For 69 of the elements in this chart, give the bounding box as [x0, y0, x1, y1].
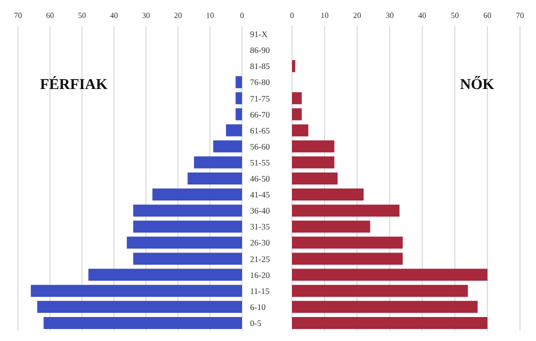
x-tick-label: 30 — [386, 11, 394, 20]
bar — [292, 172, 338, 184]
bar — [292, 284, 468, 297]
bar — [292, 300, 478, 313]
bar — [133, 252, 242, 265]
y-tick-label: 0-5 — [250, 318, 262, 328]
x-tick-label: 60 — [483, 11, 492, 20]
bar — [236, 76, 242, 88]
bar — [126, 236, 242, 249]
x-tick-label: 40 — [418, 11, 426, 20]
bar — [292, 108, 302, 120]
x-tick-label: 10 — [320, 11, 329, 20]
bar — [292, 220, 370, 233]
bar — [226, 124, 242, 136]
y-tick-label: 36-40 — [250, 206, 270, 216]
bar — [292, 140, 334, 152]
y-tick-label: 86-90 — [250, 45, 270, 56]
bar — [133, 204, 242, 217]
bar — [292, 124, 308, 136]
bar — [236, 108, 242, 120]
annotation: NŐK — [460, 77, 494, 94]
y-tick-label: 16-20 — [250, 270, 270, 280]
y-tick-label: 66-70 — [250, 109, 270, 120]
y-tick-label: 41-45 — [250, 190, 270, 200]
x-tick-label: 60 — [46, 11, 54, 20]
y-tick-label: 46-50 — [250, 174, 270, 184]
x-tick-label: 40 — [110, 11, 118, 20]
y-tick-label: 61-65 — [250, 125, 270, 136]
y-tick-label: 11-15 — [250, 286, 270, 296]
bar — [292, 236, 403, 249]
y-tick-label: 31-35 — [250, 222, 270, 232]
x-tick-label: 0 — [290, 11, 294, 20]
x-tick-label: 30 — [142, 11, 150, 20]
x-tick-label: 20 — [174, 11, 182, 20]
x-tick-label: 0 — [240, 11, 244, 20]
bar — [292, 156, 334, 168]
bar — [213, 140, 242, 152]
y-tick-label: 6-10 — [250, 302, 266, 312]
bar — [88, 268, 242, 281]
bar — [236, 92, 242, 104]
y-tick-label: 91-X — [250, 29, 268, 40]
x-tick-label: 20 — [353, 11, 362, 20]
x-tick-label: 70 — [14, 11, 22, 20]
annotation: FÉRFIAK — [40, 77, 108, 94]
x-tick-label: 70 — [516, 11, 524, 20]
x-tick-label: 50 — [78, 11, 86, 20]
y-tick-label: 81-85 — [250, 61, 270, 72]
bar — [292, 316, 488, 329]
bar — [133, 220, 242, 233]
x-tick-label: 10 — [206, 11, 214, 20]
y-tick-label: 71-75 — [250, 93, 270, 104]
bar — [292, 60, 296, 72]
y-tick-label: 21-25 — [250, 254, 270, 264]
bar — [292, 92, 302, 104]
bar — [37, 300, 242, 313]
bar — [292, 268, 488, 281]
bar — [292, 204, 400, 217]
bar — [152, 188, 242, 201]
bar — [292, 252, 403, 265]
bar — [30, 284, 242, 297]
y-tick-label: 26-30 — [250, 238, 270, 248]
bar — [44, 316, 242, 329]
bar — [188, 172, 242, 184]
x-tick-label: 50 — [450, 11, 459, 20]
y-tick-label: 76-80 — [250, 77, 270, 88]
y-tick-label: 56-60 — [250, 141, 270, 152]
bar — [292, 188, 364, 201]
y-tick-label: 51-55 — [250, 157, 270, 168]
bar — [194, 156, 242, 168]
